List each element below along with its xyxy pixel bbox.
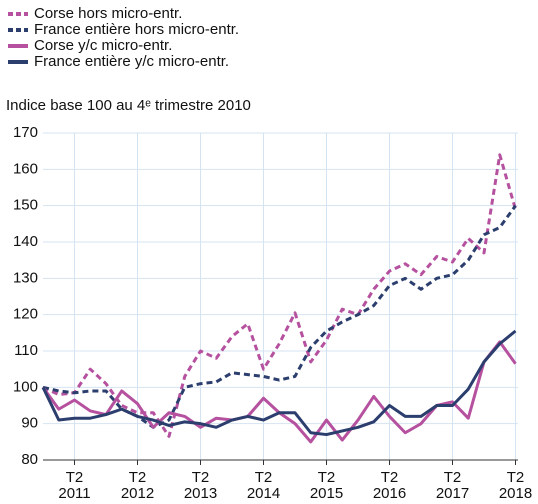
y-tick-label: 100 [13,378,38,395]
line-series [41,329,517,437]
x-tick-label: T2 2014 [247,469,280,502]
y-tick-label: 80 [21,451,38,468]
x-tick-label: T2 2015 [310,469,343,502]
line-series [42,204,517,429]
chart-subtitle: Indice base 100 au 4ᵉ trimestre 2010 [6,97,251,114]
line-series [41,340,517,444]
y-tick-label: 110 [14,342,38,359]
legend-label: France entière hors micro-entr. [34,21,239,38]
y-tick-label: 170 [13,124,38,141]
y-tick-label: 90 [21,415,38,432]
x-tick-label: T2 2018 [499,469,532,502]
y-tick-label: 120 [13,306,38,323]
legend-label: France entière y/c micro-entr. [34,53,229,70]
x-tick-label: T2 2011 [58,469,90,502]
y-tick-label: 140 [13,233,38,250]
y-tick-label: 160 [13,160,38,177]
y-tick-label: 150 [13,197,38,214]
x-tick-label: T2 2016 [373,469,406,502]
x-tick-label: T2 2017 [436,469,469,502]
x-tick-label: T2 2013 [184,469,217,502]
y-tick-label: 130 [13,269,38,286]
legend-label: Corse hors micro-entr. [34,5,182,22]
legend-label: Corse y/c micro-entr. [34,37,172,54]
line-series [42,153,517,438]
x-tick-label: T2 2012 [121,469,154,502]
